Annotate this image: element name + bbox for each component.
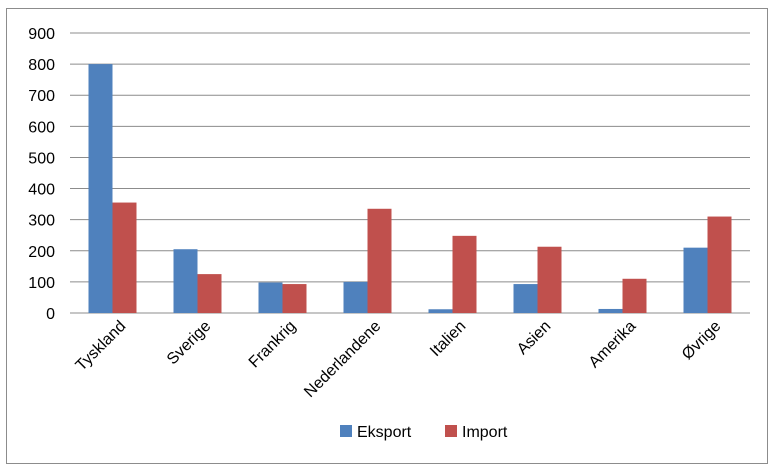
bar-import-amerika	[622, 278, 647, 313]
bar-eksport-nederlandene	[343, 281, 368, 313]
y-tick-label: 600	[28, 119, 55, 136]
y-tick-label: 800	[28, 57, 55, 74]
bar-import-nederlandene	[367, 208, 392, 313]
bar-eksport-frankrig	[258, 282, 283, 313]
bar-import-asien	[537, 246, 562, 313]
bar-import-øvrige	[707, 216, 732, 313]
x-category-label: Asien	[514, 318, 554, 358]
bar-import-frankrig	[282, 284, 307, 313]
y-tick-label: 900	[28, 26, 55, 43]
bar-import-sverige	[197, 274, 222, 313]
y-tick-label: 700	[28, 88, 55, 105]
y-tick-label: 400	[28, 182, 55, 199]
legend-swatch-eksport	[340, 425, 352, 437]
bar-eksport-italien	[428, 309, 453, 313]
bar-eksport-tyskland	[88, 64, 113, 313]
x-category-label: Frankrig	[246, 318, 300, 372]
bar-import-italien	[452, 235, 477, 313]
y-tick-label: 500	[28, 150, 55, 167]
legend-label-eksport: Eksport	[357, 424, 412, 441]
y-tick-label: 0	[46, 306, 55, 323]
x-category-label: Sverige	[164, 318, 214, 368]
y-tick-label: 300	[28, 213, 55, 230]
x-category-label: Amerika	[586, 318, 640, 372]
y-tick-label: 200	[28, 244, 55, 261]
bar-import-tyskland	[112, 202, 137, 313]
x-category-label: Tyskland	[73, 318, 130, 375]
x-category-label: Nederlandene	[301, 318, 384, 401]
x-category-label: Italien	[427, 318, 469, 360]
legend-label-import: Import	[462, 424, 508, 441]
bar-eksport-sverige	[173, 249, 198, 313]
bar-eksport-øvrige	[683, 247, 708, 313]
legend-swatch-import	[445, 425, 457, 437]
x-category-label: Øvrige	[679, 318, 724, 363]
y-tick-label: 100	[28, 275, 55, 292]
bar-eksport-amerika	[598, 308, 623, 313]
bar-eksport-asien	[513, 284, 538, 313]
